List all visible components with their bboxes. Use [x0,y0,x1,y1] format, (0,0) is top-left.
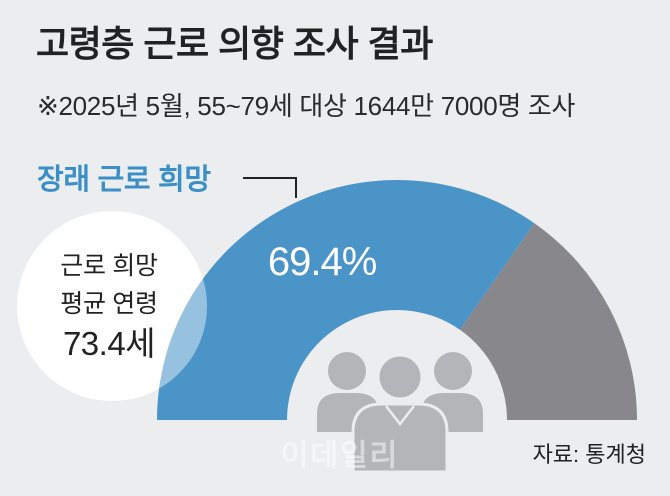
donut-slice-2 [459,223,637,420]
slice-name-callout: 장래 근로 희망 [37,164,211,196]
person-left-head [328,352,366,390]
annotation-circle-overlay [17,211,207,401]
slice-value-label: 69.4% [268,240,377,284]
average-age-annotation: 근로 희망 평균 연령 73.4세 [14,247,204,365]
person-center-collar [385,405,415,427]
average-age-value: 73.4세 [62,325,156,362]
people-group-icon [317,352,483,474]
page-title: 고령층 근로 의향 조사 결과 [36,23,433,64]
annotation-circle-base [17,211,207,401]
annotation-line-1: 근로 희망 [60,252,158,280]
annotation-line-2: 평균 연령 [60,290,158,318]
donut-slice-1 [157,179,535,420]
donut-slices [157,179,637,420]
person-center-body [351,402,449,474]
survey-note: ※2025년 5월, 55~79세 대상 1644만 7000명 조사 [37,91,576,121]
person-right-head [434,352,472,390]
callout-leader-line [243,177,297,198]
watermark-logo: 이데일리 [281,440,399,473]
source-note: 자료: 통계청 [532,442,646,467]
person-center-head [376,353,424,401]
